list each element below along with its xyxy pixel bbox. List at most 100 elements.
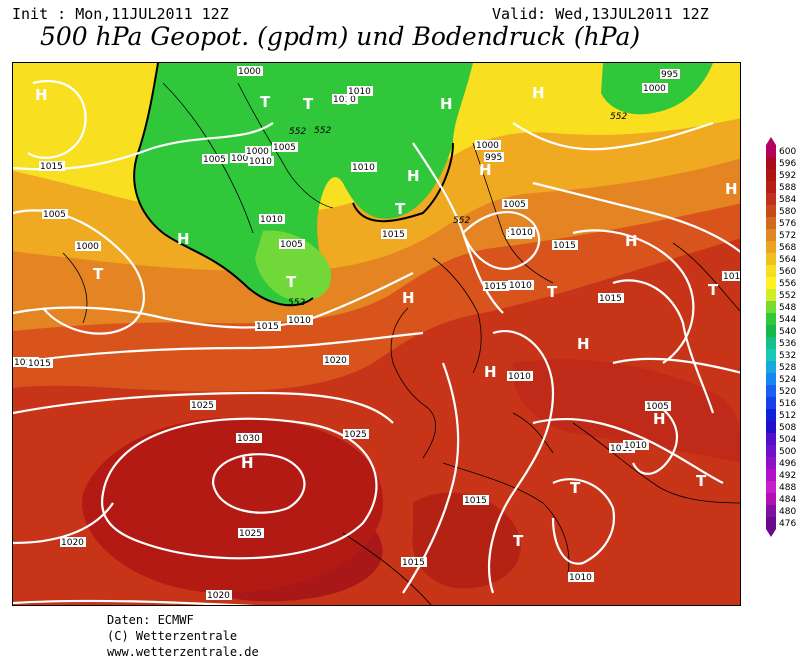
low-pressure-marker: T <box>395 200 406 218</box>
legend-label: 576 <box>779 219 796 229</box>
isobar-label-bg <box>236 433 262 443</box>
isobar-label-bg <box>343 429 369 439</box>
low-pressure-marker: T <box>708 281 719 299</box>
legend-swatch <box>766 469 776 481</box>
isobar-label: 1015 <box>723 272 741 282</box>
isobar-label-bg <box>190 400 216 410</box>
high-pressure-marker: H <box>407 167 420 185</box>
credits: Daten: ECMWF (C) Wetterzentrale www.wett… <box>107 612 259 660</box>
isobar-label-bg <box>238 528 264 538</box>
legend-label: 584 <box>779 195 796 205</box>
isobar-label: 1015 <box>382 230 405 240</box>
isobar-label-bg <box>287 315 313 325</box>
high-pressure-marker: H <box>653 410 666 428</box>
isobar-label-bg <box>507 371 533 381</box>
isobar-label: 1005 <box>503 200 526 210</box>
isobar-label: 1010 <box>333 95 356 105</box>
low-pressure-marker: T <box>547 283 558 301</box>
map-title: 500 hPa Geopot. (gpdm) und Bodendruck (h… <box>40 22 641 51</box>
isobar-label-group: 1000101010101015100510051010100510001010… <box>13 66 741 601</box>
isobar-label-bg <box>39 161 65 171</box>
low-pressure-marker: T <box>343 91 354 109</box>
isobar-label-bg <box>502 199 528 209</box>
legend-label: 476 <box>779 519 796 529</box>
legend-label: 568 <box>779 243 796 253</box>
isobar-label-bg <box>475 140 501 150</box>
isobar-label: 1025 <box>344 430 367 440</box>
isobar-label: 1015 <box>28 359 51 369</box>
low-pressure-marker: T <box>93 265 104 283</box>
high-pressure-marker: H <box>35 86 48 104</box>
high-pressure-marker: H <box>725 180 738 198</box>
isobar-label: 1005 <box>43 210 66 220</box>
contour-552b <box>352 142 454 223</box>
isobar-label: 1010 <box>260 215 283 225</box>
isobar-label: 1015 <box>599 294 622 304</box>
legend-swatch <box>766 397 776 409</box>
isobars <box>13 80 740 605</box>
isobar-label-bg <box>75 241 101 251</box>
isobar-label-bg <box>230 153 256 163</box>
high-pressure-marker: H <box>484 363 497 381</box>
isobar-label: 995 <box>485 153 502 163</box>
isobar-label-bg <box>552 240 578 250</box>
isobar-label-bg <box>272 142 298 152</box>
isobar-label-bg <box>245 146 271 156</box>
legend-label: 600 <box>779 147 796 157</box>
high-pressure-marker: H <box>532 84 545 102</box>
legend-label: 560 <box>779 267 796 277</box>
isobar-label: 1030 <box>237 434 260 444</box>
isobar-label: 1015 <box>256 322 279 332</box>
legend-swatch <box>766 325 776 337</box>
credits-website: www.wetterzentrale.de <box>107 645 259 659</box>
legend-label: 488 <box>779 483 796 493</box>
legend-label: 588 <box>779 183 796 193</box>
legend-swatch <box>766 337 776 349</box>
isobar-label: 1005 <box>273 143 296 153</box>
low-pressure-marker: T <box>260 93 271 111</box>
isobar-label: 1015 <box>464 496 487 506</box>
isobar-label: 1010 <box>509 281 532 291</box>
field-552-north <box>134 63 473 306</box>
geopot-label: 552 <box>610 112 627 122</box>
isobar-label-bg <box>645 401 671 411</box>
legend-label: 536 <box>779 339 796 349</box>
legend-label: 528 <box>779 363 796 373</box>
isobar-label-bg <box>332 94 358 104</box>
isobar-label-bg <box>609 443 635 453</box>
low-pressure-marker: T <box>286 273 297 291</box>
isobar-label: 1025 <box>239 529 262 539</box>
low-pressure-marker: T <box>696 472 707 490</box>
isobar-label-bg <box>568 572 594 582</box>
isobar-label: 1020 <box>324 356 347 366</box>
legend-swatch <box>766 253 776 265</box>
isobar-label: 1000 <box>76 242 99 252</box>
isobar-label: 1015 <box>484 282 507 292</box>
isobar-label-bg <box>323 355 349 365</box>
legend-swatch <box>766 445 776 457</box>
legend-label: 516 <box>779 399 796 409</box>
field-584-med <box>412 492 521 589</box>
geopot-label: 552 <box>453 216 470 226</box>
isobar-label-bg <box>484 152 504 162</box>
valid-time: Valid: Wed,13JUL2011 12Z <box>492 5 709 23</box>
forecast-map: 1000 1010 1010 1015 1005 1005 1010 1005 1000 1010… <box>12 62 741 606</box>
legend-swatch <box>766 481 776 493</box>
isobar-label-bg <box>60 537 86 547</box>
legend-swatch <box>766 181 776 193</box>
legend-label: 508 <box>779 423 796 433</box>
isobar-label: 1010 <box>249 157 272 167</box>
legend-label: 596 <box>779 159 796 169</box>
isobar-label: 1010 <box>14 358 37 368</box>
legend-label: 532 <box>779 351 796 361</box>
isobar-label: 1015 <box>553 241 576 251</box>
isobar-label: 1005 <box>231 154 254 164</box>
legend-swatch <box>766 373 776 385</box>
high-pressure-marker: H <box>440 95 453 113</box>
isobar-label-bg <box>623 440 649 450</box>
isobar-label: 1005 <box>203 155 226 165</box>
isobar-label-bg <box>598 293 624 303</box>
low-pressure-marker: T <box>303 95 314 113</box>
high-pressure-marker: H <box>625 232 638 250</box>
legend-label: 552 <box>779 291 796 301</box>
